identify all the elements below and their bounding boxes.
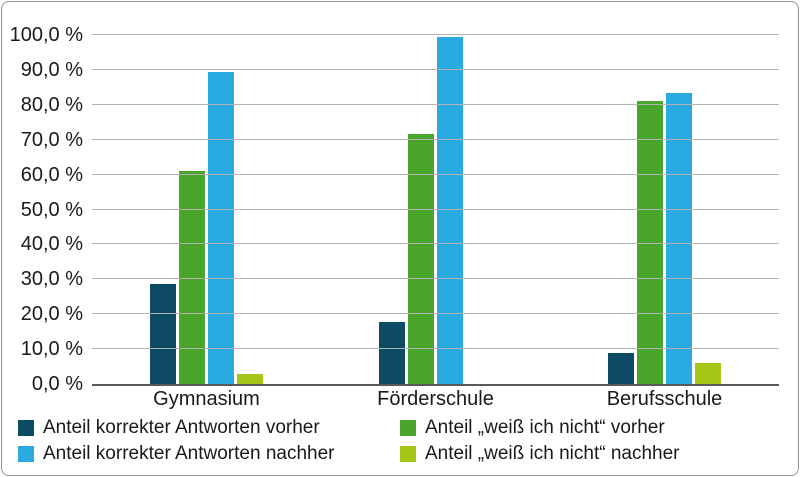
- y-axis-tick-label: 90,0 %: [20, 58, 83, 81]
- legend-label: Anteil korrekter Antworten nachher: [43, 443, 335, 464]
- legend-label: Anteil korrekter Antworten vorher: [43, 417, 320, 438]
- legend-item: Anteil korrekter Antworten nachher: [18, 443, 400, 465]
- bar-group: [321, 35, 550, 384]
- gridline: [92, 348, 779, 350]
- bar: [150, 284, 176, 384]
- y-axis-tick-label: 30,0 %: [20, 268, 83, 291]
- bar: [208, 71, 234, 384]
- gridline: [92, 313, 779, 315]
- bar: [637, 100, 663, 384]
- y-axis-tick-label: 100,0 %: [9, 24, 83, 46]
- y-axis-tick-label: 60,0 %: [20, 163, 83, 186]
- legend-label: Anteil „weiß ich nicht“ nachher: [425, 443, 680, 464]
- bar-group: [550, 35, 779, 384]
- bar: [237, 373, 263, 384]
- gridline: [92, 208, 779, 210]
- legend-item: Anteil „weiß ich nicht“ nachher: [400, 443, 782, 465]
- gridline: [92, 243, 779, 245]
- gridline: [92, 68, 779, 70]
- legend: Anteil korrekter Antworten vorher Anteil…: [18, 415, 782, 467]
- legend-item: Anteil „weiß ich nicht“ vorher: [400, 417, 782, 439]
- x-axis-label: Gymnasium: [153, 388, 260, 410]
- x-axis-label: Förderschule: [377, 388, 494, 410]
- gridline: [92, 103, 779, 105]
- bar: [608, 352, 634, 384]
- gridline: [92, 138, 779, 140]
- bar: [666, 92, 692, 384]
- legend-label: Anteil „weiß ich nicht“ vorher: [425, 417, 665, 438]
- gridline: [92, 173, 779, 175]
- y-axis-tick-label: 20,0 %: [20, 303, 83, 326]
- legend-swatch-light-blue: [18, 446, 34, 462]
- y-axis-tick-label: 10,0 %: [20, 338, 83, 361]
- legend-swatch-dark-blue: [18, 420, 34, 436]
- y-axis-tick-label: 0,0 %: [31, 373, 83, 395]
- bar: [695, 362, 721, 384]
- legend-swatch-lime: [400, 446, 416, 462]
- x-axis-labels: Gymnasium Förderschule Berufsschule: [92, 386, 779, 411]
- gridline: [92, 278, 779, 280]
- y-axis-tick-label: 70,0 %: [20, 128, 83, 151]
- legend-item: Anteil korrekter Antworten vorher: [18, 417, 400, 439]
- plot-area: 0,0 % 10,0 % 20,0 % 30,0 % 40,0 % 50,0 % 60,0 …: [10, 25, 779, 394]
- bar: [379, 321, 405, 384]
- y-axis-tick-label: 80,0 %: [20, 93, 83, 116]
- gridline: [92, 34, 779, 35]
- bar: [437, 37, 463, 384]
- bar-groups: [92, 35, 779, 384]
- y-axis-tick-label: 50,0 %: [20, 198, 83, 221]
- bar: [408, 134, 434, 384]
- y-axis-tick-label: 40,0 %: [20, 233, 83, 256]
- legend-swatch-green: [400, 420, 416, 436]
- bar-group: [92, 35, 321, 384]
- x-axis-label: Berufsschule: [606, 388, 723, 410]
